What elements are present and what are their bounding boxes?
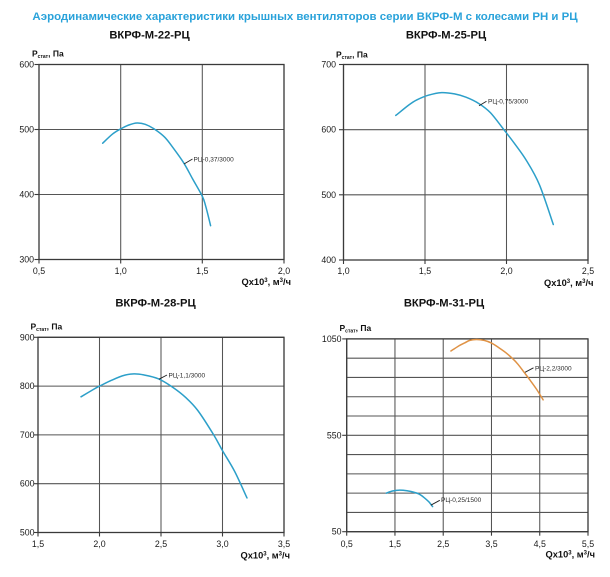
svg-text:Qx103, м3/ч: Qx103, м3/ч xyxy=(544,278,593,288)
svg-text:Pстат, Па: Pстат, Па xyxy=(340,323,372,335)
svg-text:700: 700 xyxy=(20,430,35,440)
svg-text:800: 800 xyxy=(20,381,35,391)
svg-text:700: 700 xyxy=(321,60,336,70)
svg-text:Pстат, Па: Pстат, Па xyxy=(32,49,64,61)
svg-text:500: 500 xyxy=(321,190,336,200)
svg-text:1,0: 1,0 xyxy=(115,266,127,276)
svg-text:РЦ-0,25/1500: РЦ-0,25/1500 xyxy=(441,497,482,504)
svg-text:2,5: 2,5 xyxy=(155,539,167,549)
svg-text:ВКРФ-М-31-РЦ: ВКРФ-М-31-РЦ xyxy=(404,298,485,310)
svg-text:600: 600 xyxy=(20,479,35,489)
svg-text:Pстат, Па: Pстат, Па xyxy=(31,322,63,334)
svg-text:Qx103, м3/ч: Qx103, м3/ч xyxy=(546,550,595,560)
svg-text:300: 300 xyxy=(19,255,34,265)
svg-text:РЦ-1,1/3000: РЦ-1,1/3000 xyxy=(169,373,206,380)
svg-text:Pстат, Па: Pстат, Па xyxy=(336,50,368,62)
svg-text:1,5: 1,5 xyxy=(419,266,431,276)
svg-text:1,5: 1,5 xyxy=(196,266,208,276)
svg-text:50: 50 xyxy=(332,527,342,537)
svg-text:Аэродинамические характеристик: Аэродинамические характеристики крышных … xyxy=(32,11,578,23)
svg-text:900: 900 xyxy=(20,332,35,342)
svg-text:1,5: 1,5 xyxy=(389,539,401,549)
svg-text:400: 400 xyxy=(321,255,336,265)
svg-text:РЦ-0,37/3000: РЦ-0,37/3000 xyxy=(194,157,235,164)
svg-text:ВКРФ-М-25-РЦ: ВКРФ-М-25-РЦ xyxy=(406,30,487,42)
svg-text:1,5: 1,5 xyxy=(32,539,44,549)
svg-text:600: 600 xyxy=(19,60,34,70)
svg-text:5,5: 5,5 xyxy=(582,539,594,549)
svg-text:2,0: 2,0 xyxy=(500,266,512,276)
svg-text:3,5: 3,5 xyxy=(278,539,290,549)
svg-text:2,5: 2,5 xyxy=(582,266,594,276)
svg-text:400: 400 xyxy=(19,190,34,200)
svg-text:ВКРФ-М-22-РЦ: ВКРФ-М-22-РЦ xyxy=(109,30,190,42)
svg-text:2,5: 2,5 xyxy=(437,539,449,549)
svg-text:Qx103, м3/ч: Qx103, м3/ч xyxy=(241,551,290,561)
svg-text:600: 600 xyxy=(321,125,336,135)
svg-text:0,5: 0,5 xyxy=(33,266,45,276)
svg-text:3,5: 3,5 xyxy=(485,539,497,549)
svg-text:4,5: 4,5 xyxy=(534,539,546,549)
svg-text:0,5: 0,5 xyxy=(341,539,353,549)
svg-text:РЦ-0,75/3000: РЦ-0,75/3000 xyxy=(488,99,529,106)
svg-text:3,0: 3,0 xyxy=(216,539,228,549)
svg-text:Qx103, м3/ч: Qx103, м3/ч xyxy=(242,277,291,287)
svg-text:500: 500 xyxy=(19,125,34,135)
svg-text:2,0: 2,0 xyxy=(278,266,290,276)
svg-text:1050: 1050 xyxy=(322,334,342,344)
svg-text:500: 500 xyxy=(20,528,35,538)
svg-text:ВКРФ-М-28-РЦ: ВКРФ-М-28-РЦ xyxy=(115,298,196,310)
svg-text:1,0: 1,0 xyxy=(337,266,349,276)
svg-text:2,0: 2,0 xyxy=(93,539,105,549)
svg-text:550: 550 xyxy=(327,430,342,440)
svg-text:РЦ-2,2/3000: РЦ-2,2/3000 xyxy=(535,366,572,373)
